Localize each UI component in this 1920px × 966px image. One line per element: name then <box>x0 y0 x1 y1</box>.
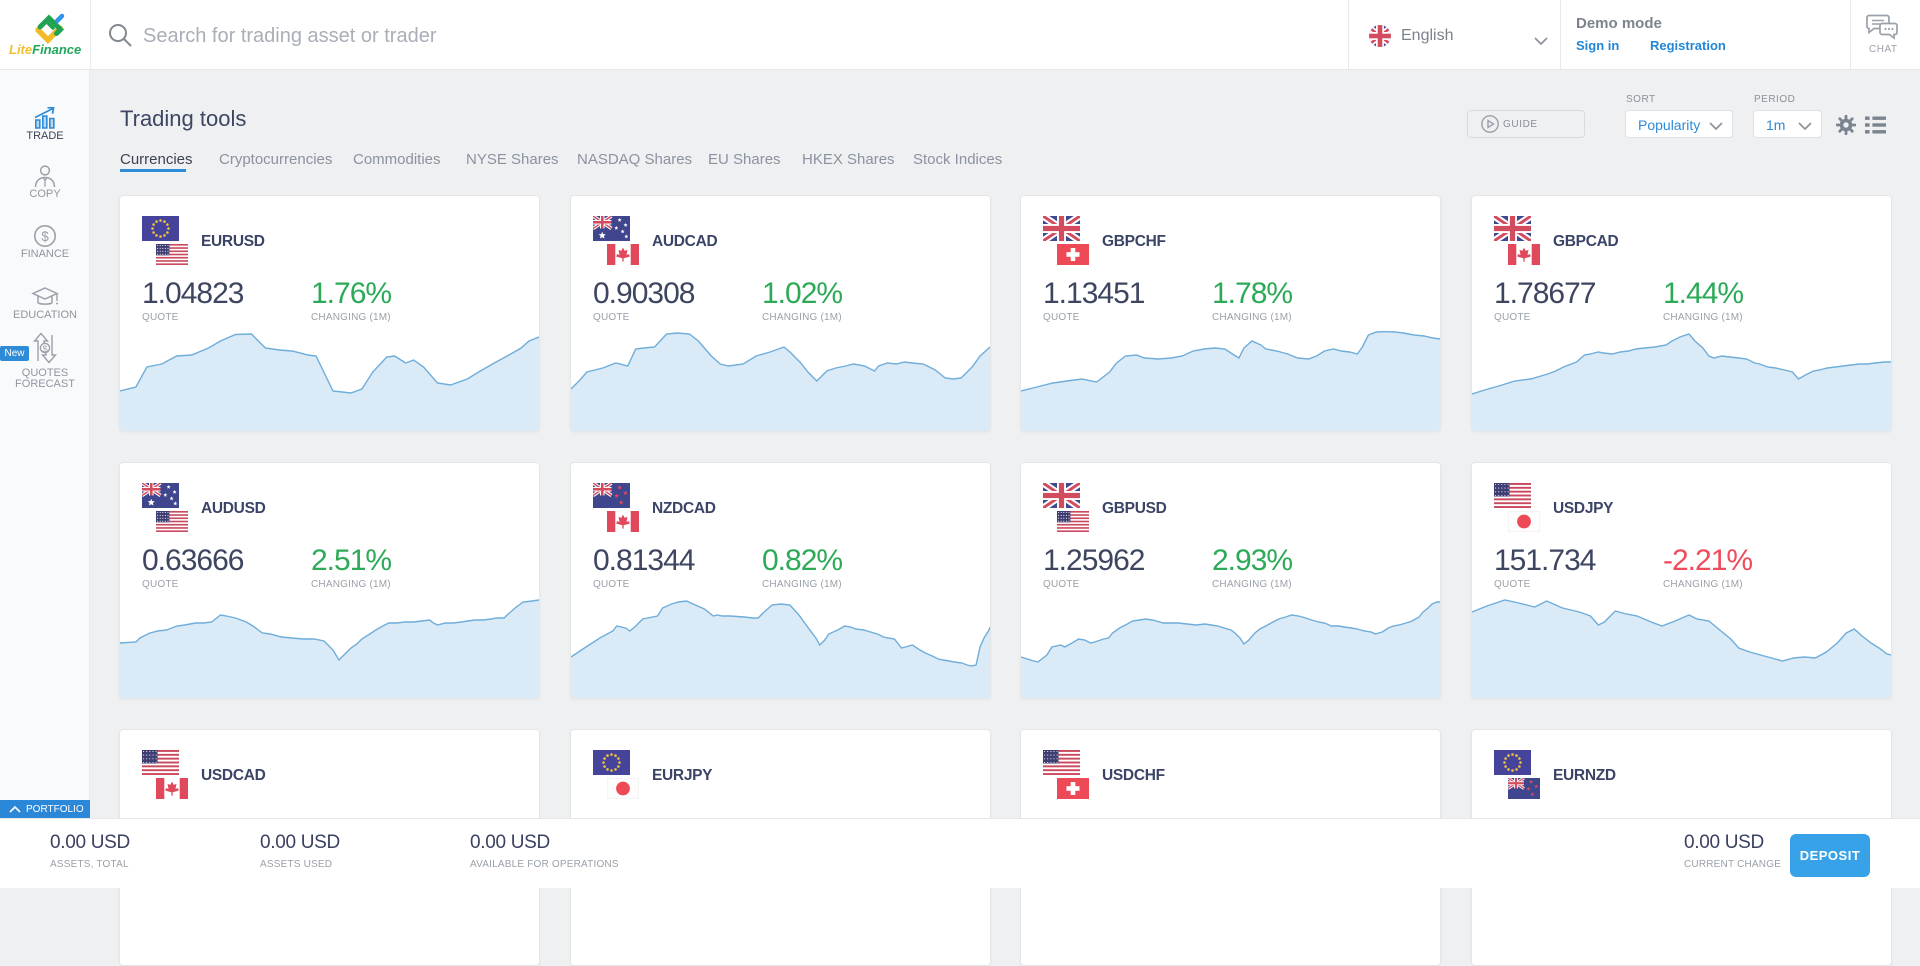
svg-text:LiteFinance: LiteFinance <box>9 42 81 57</box>
svg-text:$: $ <box>41 229 49 244</box>
svg-text:$: $ <box>42 344 48 355</box>
